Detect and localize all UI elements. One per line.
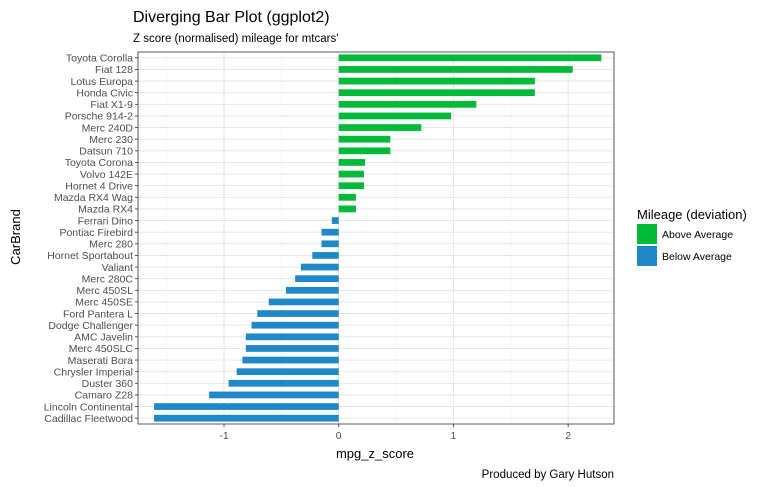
legend-label: Below Average bbox=[662, 251, 732, 263]
bar-dodge-challenger bbox=[251, 321, 339, 329]
y-tick-label: Merc 450SL bbox=[76, 285, 133, 297]
y-tick-label: Lincoln Continental bbox=[44, 401, 133, 413]
legend: Mileage (deviation) Above Average Below A… bbox=[637, 207, 747, 266]
bar-merc-450se bbox=[268, 298, 339, 306]
y-tick-label: Porsche 914-2 bbox=[65, 111, 133, 123]
y-tick-label: Pontiac Firebird bbox=[59, 227, 133, 239]
bar-amc-javelin bbox=[245, 333, 339, 341]
x-tick-label: 1 bbox=[450, 430, 456, 442]
bar-valiant bbox=[300, 263, 339, 271]
y-tick-label: Lotus Europa bbox=[71, 76, 134, 88]
y-tick-label: Merc 240D bbox=[82, 122, 134, 134]
y-tick-label: Hornet 4 Drive bbox=[65, 180, 133, 192]
y-tick-label: Toyota Corona bbox=[65, 157, 133, 169]
x-tick-label: 2 bbox=[565, 430, 571, 442]
legend-label: Above Average bbox=[662, 229, 733, 241]
bar-maserati-bora bbox=[242, 356, 339, 364]
y-axis-title: CarBrand bbox=[8, 209, 23, 265]
bar-fiat-128 bbox=[338, 66, 573, 73]
y-tick-label: Mazda RX4 bbox=[78, 204, 133, 216]
y-tick-label: Merc 450SLC bbox=[69, 343, 134, 355]
bar-ford-pantera-l bbox=[257, 310, 339, 317]
y-tick-label: Merc 450SE bbox=[75, 297, 133, 309]
legend-title: Mileage (deviation) bbox=[637, 207, 747, 222]
legend-items: Above Average Below Average bbox=[637, 224, 733, 266]
bars bbox=[154, 54, 602, 422]
y-tick-label: Maserati Bora bbox=[68, 355, 134, 367]
y-tick-label: Valiant bbox=[102, 262, 133, 274]
y-tick-label: Honda Civic bbox=[76, 87, 133, 99]
bar-merc-280c bbox=[295, 275, 339, 283]
y-tick-label: Cadillac Fleetwood bbox=[44, 413, 133, 425]
bar-cadillac-fleetwood bbox=[154, 414, 339, 422]
bar-ferrari-dino bbox=[331, 217, 339, 224]
bar-pontiac-firebird bbox=[321, 228, 339, 236]
panel-background bbox=[138, 52, 614, 424]
bar-duster-360 bbox=[228, 379, 339, 387]
bar-merc-450slc bbox=[245, 345, 339, 352]
bar-hornet-sportabout bbox=[312, 252, 339, 259]
bar-toyota-corona bbox=[338, 159, 366, 166]
y-tick-label: Fiat 128 bbox=[95, 64, 133, 76]
x-axis-ticks: -1 0 1 2 bbox=[219, 424, 571, 442]
bar-merc-450sl bbox=[285, 286, 339, 294]
chart-caption: Produced by Gary Hutson bbox=[482, 469, 614, 481]
x-tick-label: -1 bbox=[219, 430, 228, 442]
bar-lotus-europa bbox=[338, 77, 535, 85]
y-tick-label: Toyota Corolla bbox=[66, 53, 133, 65]
chart-subtitle: Z score (normalised) mileage for mtcars' bbox=[133, 33, 338, 45]
y-tick-label: Chrysler Imperial bbox=[54, 366, 133, 378]
y-tick-label: Volvo 142E bbox=[80, 169, 133, 181]
bar-merc-280 bbox=[321, 240, 339, 248]
y-tick-label: Merc 280 bbox=[89, 239, 133, 251]
legend-key-below bbox=[637, 246, 657, 266]
bar-porsche-914-2 bbox=[338, 112, 452, 120]
bar-chrysler-imperial bbox=[236, 368, 339, 376]
bar-mazda-rx4 bbox=[338, 205, 356, 213]
y-tick-label: Ford Pantera L bbox=[63, 308, 133, 320]
y-tick-label: Merc 280C bbox=[82, 273, 134, 285]
bar-hornet-4-drive bbox=[338, 182, 364, 190]
y-tick-label: Duster 360 bbox=[82, 378, 134, 390]
y-tick-label: Mazda RX4 Wag bbox=[54, 192, 133, 204]
bar-fiat-x1-9 bbox=[338, 100, 477, 108]
y-tick-label: Hornet Sportabout bbox=[47, 250, 133, 262]
bar-merc-230 bbox=[338, 135, 391, 143]
y-tick-label: Dodge Challenger bbox=[48, 320, 133, 332]
plot-panel bbox=[137, 51, 615, 425]
y-tick-label: Fiat X1-9 bbox=[90, 99, 133, 111]
y-tick-label: Ferrari Dino bbox=[78, 215, 134, 227]
y-tick-label: Camaro Z28 bbox=[75, 390, 134, 402]
bar-datsun-710 bbox=[338, 147, 391, 155]
chart-title: Diverging Bar Plot (ggplot2) bbox=[133, 9, 330, 26]
x-tick-label: 0 bbox=[336, 430, 342, 442]
y-tick-label: AMC Javelin bbox=[74, 332, 133, 344]
bar-volvo-142e bbox=[338, 170, 364, 178]
x-axis-title: mpg_z_score bbox=[336, 446, 414, 461]
y-tick-label: Datsun 710 bbox=[79, 146, 133, 158]
y-tick-label: Merc 230 bbox=[89, 134, 133, 146]
bar-merc-240d bbox=[338, 124, 422, 131]
panel-border bbox=[137, 51, 615, 425]
legend-key-above bbox=[637, 224, 657, 244]
bar-lincoln-continental bbox=[154, 403, 339, 410]
bar-mazda-rx4-wag bbox=[338, 193, 356, 201]
bar-honda-civic bbox=[338, 89, 535, 97]
bar-toyota-corolla bbox=[338, 54, 602, 62]
bar-camaro-z28 bbox=[209, 391, 339, 399]
